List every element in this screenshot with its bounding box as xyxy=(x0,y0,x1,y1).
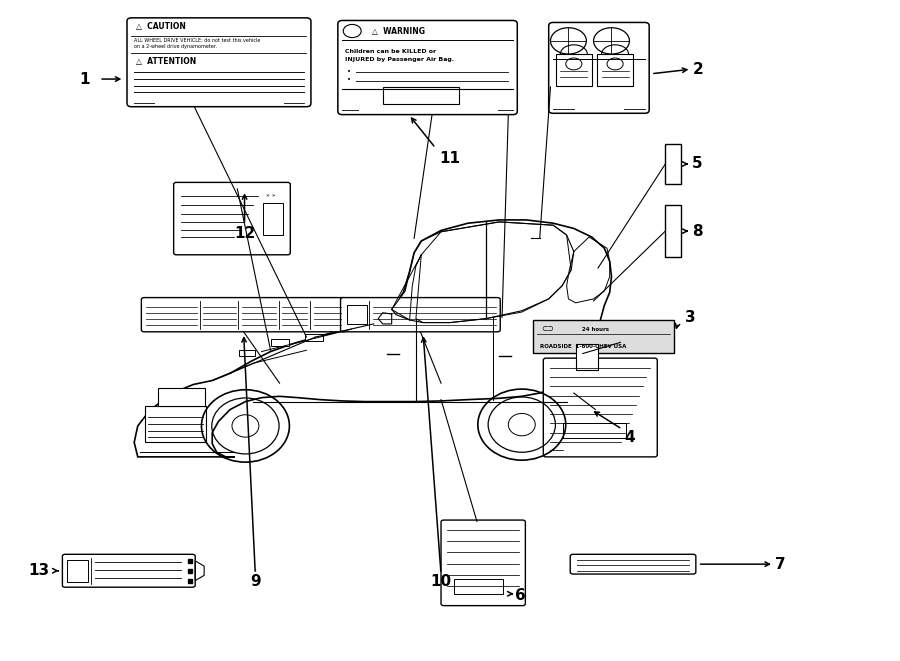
Text: 13: 13 xyxy=(28,563,49,578)
Text: 3: 3 xyxy=(685,310,696,325)
Bar xyxy=(264,204,284,235)
FancyBboxPatch shape xyxy=(571,555,696,574)
Bar xyxy=(556,54,592,86)
Bar xyxy=(67,560,88,582)
Text: •: • xyxy=(346,77,351,83)
Bar xyxy=(239,350,256,356)
FancyBboxPatch shape xyxy=(338,20,518,114)
Bar xyxy=(145,407,206,442)
Bar xyxy=(271,339,289,346)
Text: on a 2-wheel drive dynamometer.: on a 2-wheel drive dynamometer. xyxy=(134,44,217,50)
Text: 4: 4 xyxy=(624,430,634,445)
FancyBboxPatch shape xyxy=(441,520,526,605)
Text: 11: 11 xyxy=(439,151,461,165)
Text: » »: » » xyxy=(266,193,275,198)
Text: ROADSIDE  1-800-CHEV USA: ROADSIDE 1-800-CHEV USA xyxy=(540,344,626,349)
Text: ⊂⊃: ⊂⊃ xyxy=(542,325,554,334)
Text: 1: 1 xyxy=(79,71,90,87)
FancyBboxPatch shape xyxy=(127,18,310,106)
FancyBboxPatch shape xyxy=(174,182,291,254)
Bar xyxy=(533,320,674,353)
Text: 12: 12 xyxy=(234,225,256,241)
Bar xyxy=(346,305,366,324)
Text: 6: 6 xyxy=(515,588,526,603)
Text: ALL WHEEL DRIVE VEHICLE: do not test this vehicle: ALL WHEEL DRIVE VEHICLE: do not test thi… xyxy=(134,38,261,43)
Bar xyxy=(382,87,459,104)
Bar xyxy=(665,206,681,256)
Bar xyxy=(304,334,322,341)
FancyBboxPatch shape xyxy=(141,297,346,332)
Text: 10: 10 xyxy=(430,574,452,590)
FancyBboxPatch shape xyxy=(340,297,500,332)
Text: •: • xyxy=(346,69,351,75)
Text: 2: 2 xyxy=(692,61,703,77)
Text: Children can be KILLED or: Children can be KILLED or xyxy=(345,49,436,54)
Text: 5: 5 xyxy=(692,157,703,171)
Text: △  CAUTION: △ CAUTION xyxy=(136,22,185,31)
Text: △  WARNING: △ WARNING xyxy=(372,26,425,36)
Text: 9: 9 xyxy=(250,574,261,590)
Bar xyxy=(665,144,681,184)
Bar xyxy=(158,388,205,407)
FancyBboxPatch shape xyxy=(62,555,195,587)
Text: 7: 7 xyxy=(775,557,786,572)
Text: 8: 8 xyxy=(692,223,703,239)
FancyBboxPatch shape xyxy=(544,358,657,457)
Text: △  ATTENTION: △ ATTENTION xyxy=(136,57,196,66)
Bar xyxy=(597,54,633,86)
Text: INJURED by Passenger Air Bag.: INJURED by Passenger Air Bag. xyxy=(345,58,454,63)
FancyBboxPatch shape xyxy=(549,22,649,113)
Text: 24 hours: 24 hours xyxy=(582,327,609,332)
Bar xyxy=(563,422,625,438)
Bar xyxy=(454,579,503,594)
Bar xyxy=(576,344,598,370)
